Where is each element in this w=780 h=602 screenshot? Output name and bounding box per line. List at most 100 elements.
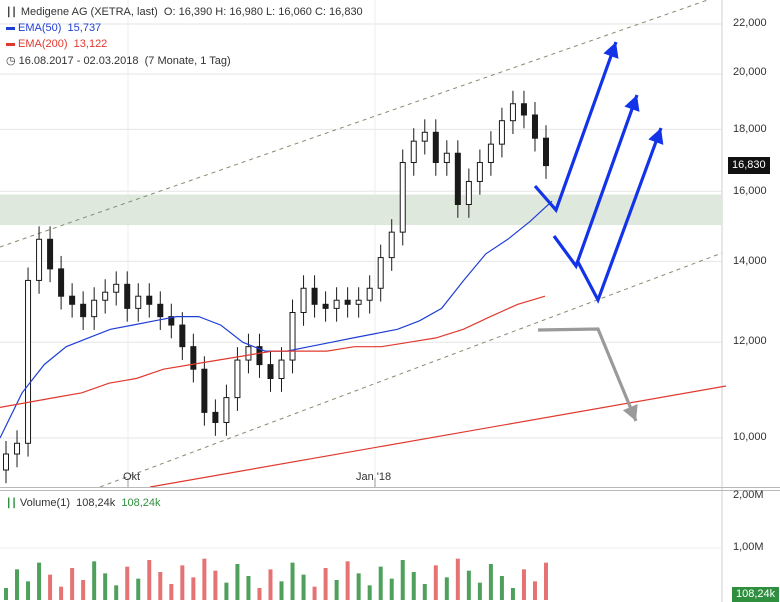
candle-body [300, 287, 307, 313]
ema200-swatch [6, 42, 15, 46]
volume-bar [510, 588, 515, 600]
candle-body [113, 283, 120, 293]
volume-bar [400, 560, 405, 600]
candle-body [465, 180, 472, 206]
y-tick-label: 22,000 [733, 17, 767, 29]
volume-bar [246, 576, 251, 600]
volume-bar [367, 585, 372, 600]
y-tick-label: 10,000 [733, 431, 767, 443]
candle-body [267, 364, 274, 379]
volume-bar [411, 572, 416, 600]
volume-bar [4, 588, 8, 600]
volume-bar [103, 573, 108, 600]
candle-body [3, 453, 9, 471]
volume-bar [334, 580, 339, 600]
volume-bar [26, 581, 31, 600]
candle-body [190, 346, 197, 370]
ema200-legend: EMA(200) 13,122 [6, 38, 107, 50]
date-range-legend: ◷ 16.08.2017 - 02.03.2018 (7 Monate, 1 Ta… [6, 54, 231, 67]
volume-bar [444, 577, 449, 600]
volume-bar [301, 574, 306, 600]
candle-body [421, 131, 428, 142]
bullish-arrow-1 [533, 41, 618, 214]
candle-body [399, 161, 406, 233]
volume-bar [279, 581, 284, 600]
volume-value-2: 108,24k [121, 497, 161, 509]
candle-body [124, 283, 131, 309]
volume-bar [466, 570, 471, 600]
candle-body [223, 397, 230, 423]
candle-body [322, 303, 329, 309]
y-tick-label: 18,000 [733, 123, 767, 135]
candle-body [377, 257, 384, 289]
volume-bar [59, 586, 64, 600]
last-price-badge: 16,830 [728, 157, 770, 174]
candle-body [256, 346, 263, 366]
volume-bar [290, 562, 295, 600]
volume-bar [191, 577, 196, 600]
volume-bar [268, 569, 273, 600]
volume-bar [235, 564, 240, 600]
candle-body [157, 303, 164, 318]
volume-bar [114, 585, 119, 600]
candle-body [80, 303, 87, 318]
candle-body [388, 231, 395, 259]
candle-body [278, 359, 285, 379]
volume-bar [70, 568, 75, 600]
candle-body [14, 442, 21, 455]
last-volume-badge: 108,24k [732, 587, 780, 602]
x-tick-label: Jan '18 [356, 471, 392, 483]
volume-bar [345, 561, 350, 600]
bearish-arrow [537, 327, 638, 422]
candle-body [311, 287, 318, 305]
volume-bar [224, 582, 229, 600]
bullish-arrow-3-head [648, 128, 664, 145]
ema50-legend: EMA(50) 15,737 [6, 22, 101, 34]
volume-bar [202, 558, 207, 600]
bearish-arrow-head [622, 404, 638, 421]
volume-bar [544, 562, 548, 600]
candle-body [520, 103, 527, 116]
ohlc-readout: O: 16,390 H: 16,980 L: 16,060 C: 16,830 [163, 6, 363, 18]
long-trendline [149, 385, 727, 488]
volume-bar [532, 581, 537, 600]
bullish-arrow-2 [552, 94, 639, 270]
volume-bar [257, 588, 262, 600]
ema50-label: EMA(50) [18, 22, 62, 34]
candle-body [58, 268, 65, 297]
candle-body [498, 120, 505, 145]
volume-bar [422, 584, 427, 600]
volume-bar [389, 578, 394, 600]
candle-body [333, 299, 340, 309]
volume-icon: ┃┃ [6, 498, 17, 508]
candle-body [432, 131, 439, 163]
candle-body [91, 299, 98, 318]
x-tick-label: Okt [123, 471, 141, 483]
candle-body [69, 295, 76, 305]
volume-bar [158, 572, 163, 600]
volume-bar [477, 582, 482, 600]
volume-bar [37, 562, 42, 600]
volume-bar [136, 578, 141, 600]
ema200-label: EMA(200) [18, 38, 68, 50]
candle-body [179, 324, 186, 348]
pane-separator-top [0, 487, 780, 488]
chart-legend: ┃┃ Medigene AG (XETRA, last) O: 16,390 H:… [6, 6, 363, 18]
candle-body [410, 140, 417, 163]
pane-separator-bottom [0, 490, 780, 491]
volume-bar [169, 584, 174, 600]
candle-body [443, 152, 450, 163]
candle-body [168, 316, 175, 326]
y-tick-label: 14,000 [733, 255, 767, 267]
candle-body [531, 114, 538, 139]
volume-bar [180, 565, 185, 600]
support-zone [0, 194, 722, 226]
candle-body [487, 143, 494, 163]
chart-title: Medigene AG (XETRA, last) [20, 6, 158, 18]
candle-body [201, 368, 208, 413]
ema200-value: 13,122 [73, 38, 108, 50]
y-tick-label: 16,000 [733, 185, 767, 197]
candle-body [454, 152, 461, 206]
volume-bar [48, 574, 53, 600]
